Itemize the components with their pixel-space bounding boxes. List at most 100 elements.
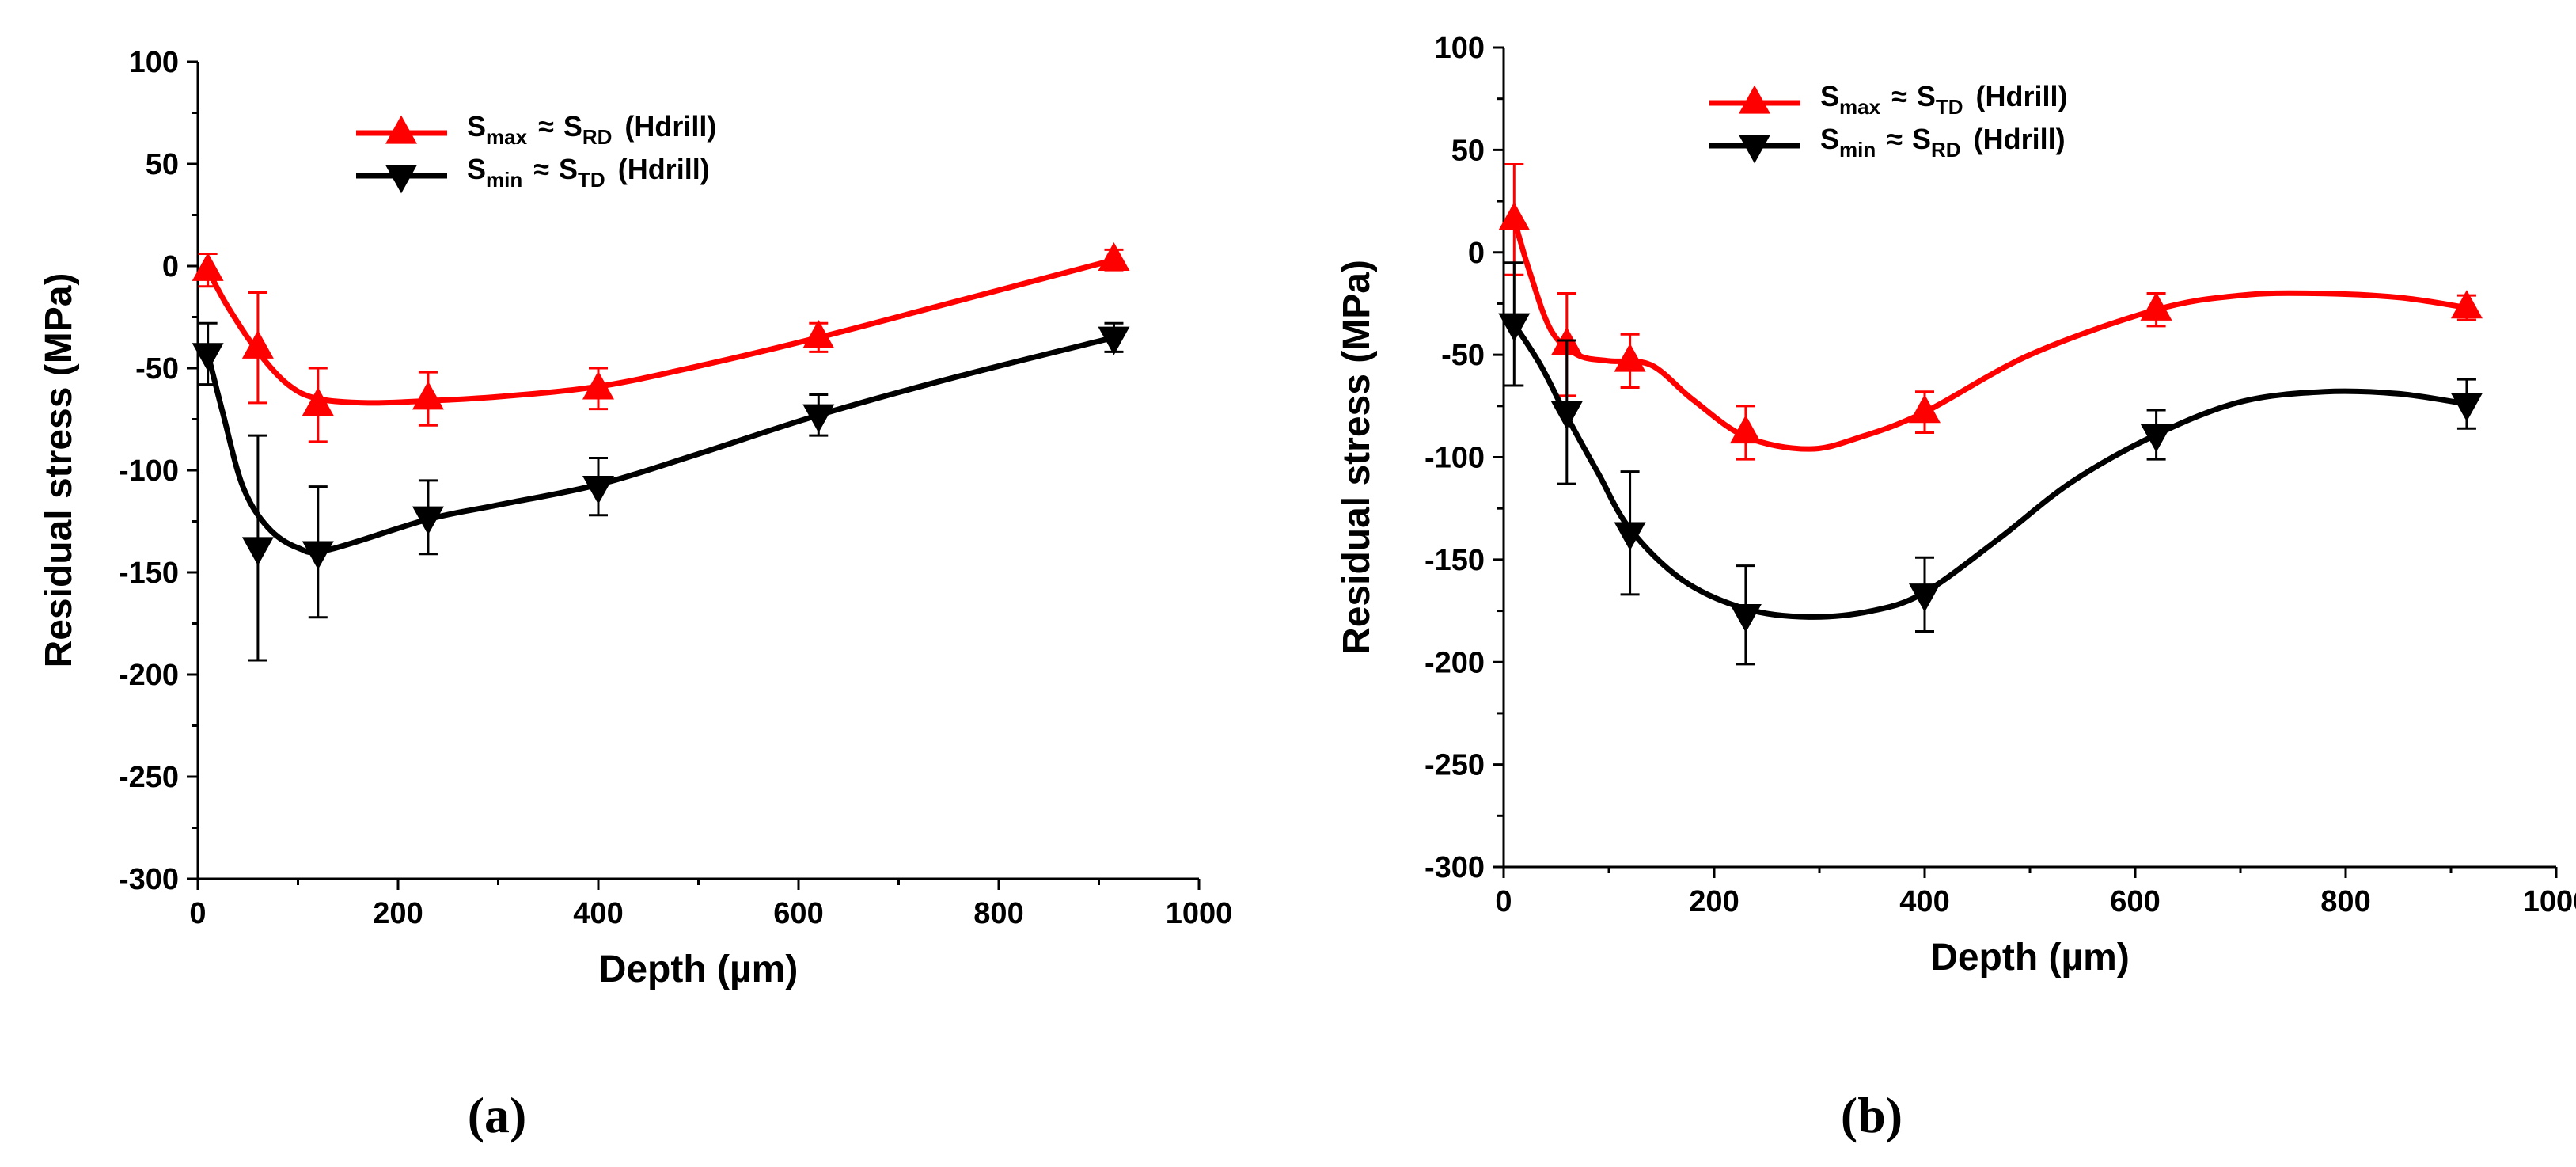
data-point xyxy=(2140,291,2172,321)
legend-symbol: S xyxy=(1912,123,1931,155)
x-tick-label: 600 xyxy=(2110,885,2160,918)
legend-label: Smax ≈ STD (Hdrill) xyxy=(1820,80,2068,119)
legend-subscript: min xyxy=(1839,138,1876,162)
legend-label: Smin ≈ SRD (Hdrill) xyxy=(1820,123,2066,162)
y-tick-label: -100 xyxy=(1425,442,1485,475)
data-point xyxy=(1550,401,1583,430)
x-tick-label: 800 xyxy=(2320,885,2370,918)
y-tick-label: 50 xyxy=(146,148,179,181)
panel-label: (b) xyxy=(1841,1087,1903,1143)
legend-subscript: RD xyxy=(582,125,613,149)
y-tick-label: -50 xyxy=(1441,339,1485,372)
data-point xyxy=(1909,394,1941,424)
y-tick-label: -100 xyxy=(119,454,179,488)
legend-marker xyxy=(385,165,417,194)
data-point xyxy=(802,319,835,348)
legend-suffix: (Hdrill) xyxy=(1974,123,2066,155)
panel-label: (a) xyxy=(468,1087,527,1143)
data-point xyxy=(2140,424,2172,453)
x-axis-title: Depth (µm) xyxy=(599,948,799,990)
data-point xyxy=(412,381,444,410)
y-tick-label: -200 xyxy=(1425,646,1485,679)
y-tick-label: -200 xyxy=(119,659,179,692)
legend-symbol: S xyxy=(563,110,582,143)
y-tick-label: -50 xyxy=(135,352,179,386)
data-point xyxy=(1909,584,1941,613)
data-point xyxy=(1098,326,1130,355)
legend-marker xyxy=(1739,135,1770,164)
data-point xyxy=(192,252,224,281)
data-point xyxy=(1614,522,1646,551)
legend-marker xyxy=(1739,85,1770,114)
x-tick-label: 200 xyxy=(373,897,423,930)
legend-symbol: S xyxy=(1917,80,1936,112)
y-tick-label: -250 xyxy=(1425,749,1485,782)
x-axis-title: Depth (µm) xyxy=(1930,937,2130,979)
data-point xyxy=(192,343,224,372)
legend-label: Smin ≈ STD (Hdrill) xyxy=(467,153,710,192)
legend-suffix: (Hdrill) xyxy=(624,110,716,143)
x-tick-label: 400 xyxy=(1899,885,1949,918)
legend-subscript: TD xyxy=(578,168,605,192)
x-tick-label: 400 xyxy=(573,897,623,930)
series-min xyxy=(192,321,1130,662)
legend-subscript: RD xyxy=(1931,138,1961,162)
data-point xyxy=(412,506,444,535)
y-tick-label: 100 xyxy=(129,46,179,79)
y-axis-title: Residual stress (MPa) xyxy=(38,273,80,668)
legend-symbol: S xyxy=(559,153,578,185)
legend-marker xyxy=(385,115,417,144)
legend-suffix: (Hdrill) xyxy=(618,153,710,185)
data-point xyxy=(302,541,334,570)
y-tick-label: -300 xyxy=(1425,851,1485,884)
y-tick-label: 50 xyxy=(1451,134,1485,167)
legend-subscript: min xyxy=(486,168,522,192)
series-max xyxy=(192,241,1130,443)
data-point xyxy=(1098,241,1130,271)
legend-symbol: S xyxy=(1820,80,1839,112)
y-axis-title: Residual stress (MPa) xyxy=(1336,260,1378,655)
data-point xyxy=(1729,604,1762,633)
x-tick-label: 200 xyxy=(1689,885,1739,918)
data-point xyxy=(1614,343,1646,372)
y-tick-label: -300 xyxy=(119,863,179,896)
data-point xyxy=(241,537,274,566)
legend-entry: Smin ≈ STD (Hdrill) xyxy=(356,153,710,194)
chart-b: 100 50 0 -50 -100 -150 -200 -250 -300 0 200 400 600 8… xyxy=(1336,32,2576,1143)
data-point xyxy=(2450,393,2483,422)
data-point xyxy=(1729,415,1762,444)
data-point xyxy=(1498,202,1531,231)
legend-entry: Smax ≈ STD (Hdrill) xyxy=(1709,80,2068,119)
legend-approx: ≈ xyxy=(1891,80,1907,112)
legend-symbol: S xyxy=(467,110,486,143)
x-tick-label: 0 xyxy=(1495,885,1512,918)
y-tick-label: -150 xyxy=(119,557,179,590)
data-point xyxy=(1498,313,1531,342)
y-tick-label: -250 xyxy=(119,761,179,794)
y-tick-label: -150 xyxy=(1425,544,1485,577)
legend-entry: Smin ≈ SRD (Hdrill) xyxy=(1709,123,2066,164)
legend-symbol: S xyxy=(1820,123,1839,155)
series-line xyxy=(1511,321,2470,620)
legend-label: Smax ≈ SRD (Hdrill) xyxy=(467,110,716,149)
x-tick-label: 1000 xyxy=(1166,897,1233,930)
y-tick-label: 0 xyxy=(162,250,179,283)
series-min xyxy=(1498,261,2483,666)
data-point xyxy=(302,387,334,416)
series-line xyxy=(205,257,1117,406)
legend-subscript: max xyxy=(486,125,528,149)
legend-subscript: TD xyxy=(1936,95,1963,119)
legend-approx: ≈ xyxy=(1887,123,1903,155)
data-point xyxy=(582,371,614,400)
x-tick-label: 800 xyxy=(973,897,1023,930)
data-point xyxy=(582,475,614,504)
legend-suffix: (Hdrill) xyxy=(1976,80,2068,112)
series-max xyxy=(1498,162,2483,461)
series-line xyxy=(1511,216,2470,452)
y-tick-label: 100 xyxy=(1435,32,1485,65)
y-tick-label: 0 xyxy=(1468,237,1485,270)
data-point xyxy=(241,329,274,359)
data-point xyxy=(2450,290,2483,319)
x-tick-label: 600 xyxy=(773,897,823,930)
